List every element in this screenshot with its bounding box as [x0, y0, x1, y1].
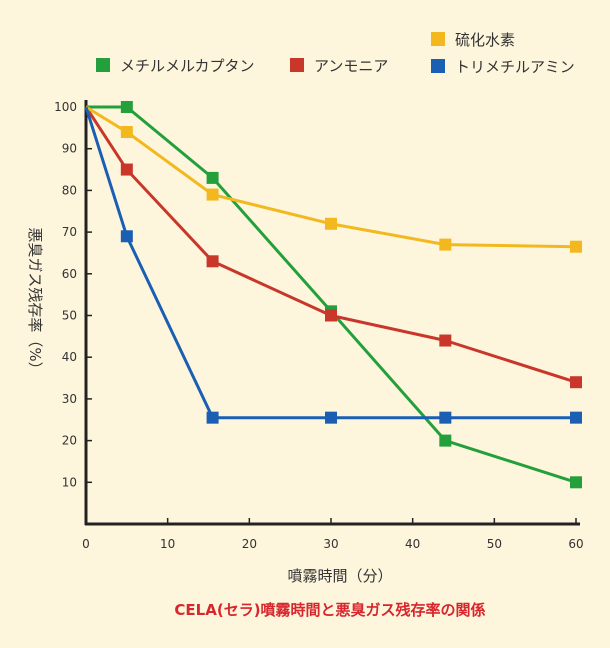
data-point: [120, 126, 133, 139]
x-tick-label: 40: [405, 537, 420, 551]
y-tick-label: 60: [62, 267, 77, 281]
data-point: [206, 411, 219, 424]
x-axis-label: 噴霧時間（分）: [287, 567, 392, 585]
data-point: [439, 334, 452, 347]
y-tick-label: 70: [62, 225, 77, 239]
legend-label: アンモニア: [314, 57, 388, 75]
legend-label: メチルメルカプタン: [120, 57, 255, 75]
data-point: [439, 411, 452, 424]
data-point: [206, 171, 219, 184]
x-ticks: 0 10 20 30 40 50 60: [82, 518, 584, 551]
data-point: [325, 309, 337, 322]
legend-item: メチルメルカプタン: [96, 57, 255, 75]
x-tick-label: 10: [160, 537, 175, 551]
series-line: [85, 105, 577, 249]
data-point: [570, 411, 582, 424]
legend-swatch: [96, 58, 110, 72]
y-tick-label: 40: [62, 350, 77, 364]
data-point: [120, 163, 133, 176]
x-tick-label: 50: [487, 537, 502, 551]
data-point: [206, 188, 219, 201]
legend-label: トリメチルアミン: [455, 58, 575, 76]
data-point: [120, 230, 133, 243]
legend-swatch: [431, 32, 445, 46]
y-tick-label: 10: [62, 475, 77, 489]
chart-caption: CELA(セラ)噴霧時間と悪臭ガス残存率の関係: [174, 601, 485, 619]
y-tick-label: 20: [62, 434, 77, 448]
y-ticks: 10 20 30 40 50 60 70 80 90 100: [54, 100, 92, 489]
series-line: [84, 106, 576, 420]
legend-label: 硫化水素: [455, 31, 515, 49]
data-point: [439, 238, 452, 251]
data-point: [120, 101, 133, 113]
y-tick-label: 50: [62, 309, 77, 323]
y-tick-label: 80: [62, 183, 77, 197]
y-axis-label: 悪臭ガス残存率（%）: [26, 227, 44, 376]
x-tick-label: 30: [323, 537, 338, 551]
legend-swatch: [431, 59, 445, 73]
y-tick-label: 100: [54, 100, 77, 114]
legend-swatch: [290, 58, 304, 72]
legend-item: 硫化水素: [431, 31, 515, 49]
data-point: [570, 240, 582, 253]
data-point: [439, 434, 452, 447]
legend-item: アンモニア: [290, 57, 388, 75]
x-tick-label: 60: [568, 537, 583, 551]
legend-item: トリメチルアミン: [431, 58, 575, 76]
data-point: [325, 411, 337, 424]
x-tick-label: 20: [242, 537, 257, 551]
series-line: [84, 106, 577, 384]
data-point: [570, 476, 582, 489]
series-lines: [84, 105, 577, 484]
data-point: [570, 376, 582, 389]
y-tick-label: 30: [62, 392, 77, 406]
series-points: [120, 101, 582, 489]
x-tick-label: 0: [82, 537, 90, 551]
data-point: [206, 255, 219, 268]
series-line: [86, 105, 577, 484]
y-tick-label: 90: [62, 142, 77, 156]
data-point: [325, 217, 337, 230]
